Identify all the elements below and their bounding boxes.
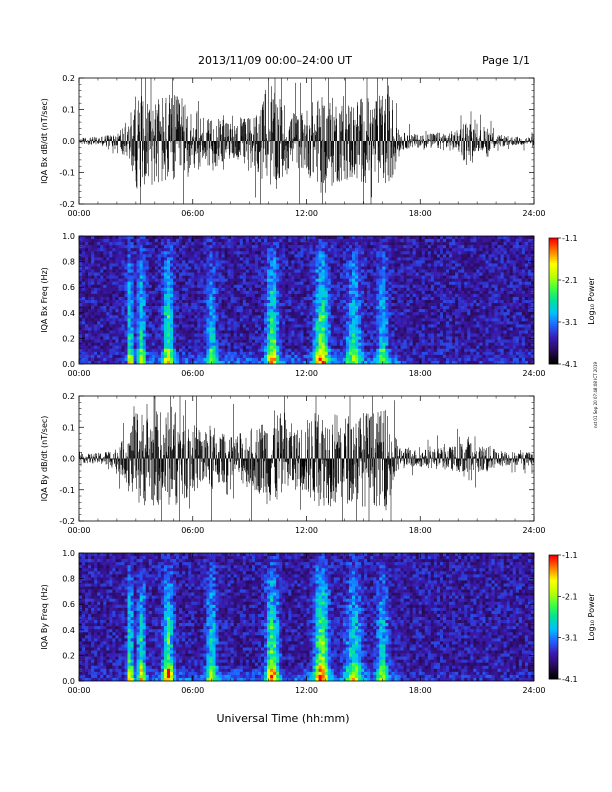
x-tick-label: 24:00 xyxy=(522,209,545,218)
colorbar-tick-label: -4.1 xyxy=(562,360,578,369)
x-tick-label: 24:00 xyxy=(522,369,545,378)
by-spectrogram-ylabel: IQA By Freq (Hz) xyxy=(40,584,49,650)
by-waveform-ylabel: IQA By dB/dt (nT/sec) xyxy=(40,416,49,502)
bx-spectrogram-cells xyxy=(79,236,534,364)
y-tick-label: 0.1 xyxy=(62,106,75,115)
y-tick-label: -0.1 xyxy=(59,486,75,495)
y-tick-label: 0.4 xyxy=(62,309,75,318)
colorbar-title: Log₁₀ Power xyxy=(587,277,596,325)
bx-spectrogram-panel: 00:00 06:00 12:00 18:00 24:00 1.0 0.8 0.6 0.4 0.2… xyxy=(40,232,546,378)
y-tick-label: 0.2 xyxy=(62,651,75,660)
x-tick-label: 12:00 xyxy=(295,526,318,535)
x-tick-label: 18:00 xyxy=(409,369,432,378)
x-tick-label: 06:00 xyxy=(181,686,204,695)
y-tick-label: 0.4 xyxy=(62,626,75,635)
y-tick-label: 0.2 xyxy=(62,334,75,343)
y-tick-label: -0.2 xyxy=(59,200,75,209)
x-tick-label: 00:00 xyxy=(67,686,90,695)
by-spectrogram-panel: 00:00 06:00 12:00 18:00 24:00 1.0 0.8 0.6 0.4 0.2… xyxy=(40,549,546,695)
colorbar-2: -1.1 -2.1 -3.1 -4.1 Log₁₀ Power xyxy=(548,551,596,684)
x-tick-label: 18:00 xyxy=(409,686,432,695)
x-tick-label: 06:00 xyxy=(181,526,204,535)
colorbar-tick-label: -1.1 xyxy=(562,551,578,560)
bx-waveform-ylabel: IQA Bx dB/dt (nT/sec) xyxy=(40,98,49,184)
y-tick-label: 0.0 xyxy=(62,455,75,464)
y-tick-label: 0.6 xyxy=(62,600,75,609)
x-tick-label: 12:00 xyxy=(295,369,318,378)
by-spectrogram-cells xyxy=(79,553,534,681)
date-range-title: 2013/11/09 00:00–24:00 UT xyxy=(198,54,352,67)
colorbar-tick-label: -2.1 xyxy=(562,276,578,285)
y-tick-label: 0.2 xyxy=(62,392,75,401)
x-tick-label: 18:00 xyxy=(409,209,432,218)
x-tick-label: 24:00 xyxy=(522,526,545,535)
y-tick-label: 0.6 xyxy=(62,283,75,292)
y-tick-label: -0.1 xyxy=(59,169,75,178)
y-tick-label: 0.8 xyxy=(62,575,75,584)
y-tick-label: 1.0 xyxy=(62,232,75,241)
x-tick-label: 12:00 xyxy=(295,209,318,218)
colorbar-tick-label: -3.1 xyxy=(562,634,578,643)
x-tick-label: 00:00 xyxy=(67,526,90,535)
bx-waveform-panel: 00:00 06:00 12:00 18:00 24:00 0.2 0.1 0.0 -0.1 -0… xyxy=(40,74,546,218)
y-tick-label: 0.8 xyxy=(62,258,75,267)
x-tick-label: 18:00 xyxy=(409,526,432,535)
y-tick-label: 0.0 xyxy=(62,360,75,369)
colorbar-title: Log₁₀ Power xyxy=(587,593,596,641)
colorbar-tick-label: -2.1 xyxy=(562,592,578,601)
x-tick-label: 00:00 xyxy=(67,209,90,218)
colorbar-tick-label: -1.1 xyxy=(562,234,578,243)
page-number: Page 1/1 xyxy=(482,54,530,67)
y-tick-label: 0.1 xyxy=(62,423,75,432)
bx-waveform-trace xyxy=(79,78,534,204)
y-tick-label: 0.0 xyxy=(62,677,75,686)
x-tick-label: 24:00 xyxy=(522,686,545,695)
colorbar-1: -1.1 -2.1 -3.1 -4.1 Log₁₀ Power xyxy=(548,234,596,369)
by-waveform-panel: 00:00 06:00 12:00 18:00 24:00 0.2 0.1 0.0 -0.1 -0… xyxy=(40,392,546,535)
colorbar-tick-label: -3.1 xyxy=(562,318,578,327)
x-tick-label: 12:00 xyxy=(295,686,318,695)
y-tick-label: 1.0 xyxy=(62,549,75,558)
x-tick-label: 06:00 xyxy=(181,369,204,378)
panels-group: 00:00 06:00 12:00 18:00 24:00 0.2 0.1 0.0 -0.1 -0… xyxy=(40,74,546,695)
x-tick-label: 06:00 xyxy=(181,209,204,218)
x-tick-label: 00:00 xyxy=(67,369,90,378)
y-tick-label: 0.2 xyxy=(62,74,75,83)
by-waveform-trace xyxy=(79,396,534,521)
y-tick-label: 0.0 xyxy=(62,137,75,146)
x-axis-title: Universal Time (hh:mm) xyxy=(217,712,350,725)
bx-spectrogram-ylabel: IQA Bx Freq (Hz) xyxy=(40,267,49,333)
colorbar-tick-label: -4.1 xyxy=(562,675,578,684)
y-tick-label: -0.2 xyxy=(59,517,75,526)
creation-stamp: nst 01 Sep 20 07:48:08 ICT 2019 xyxy=(593,362,598,429)
